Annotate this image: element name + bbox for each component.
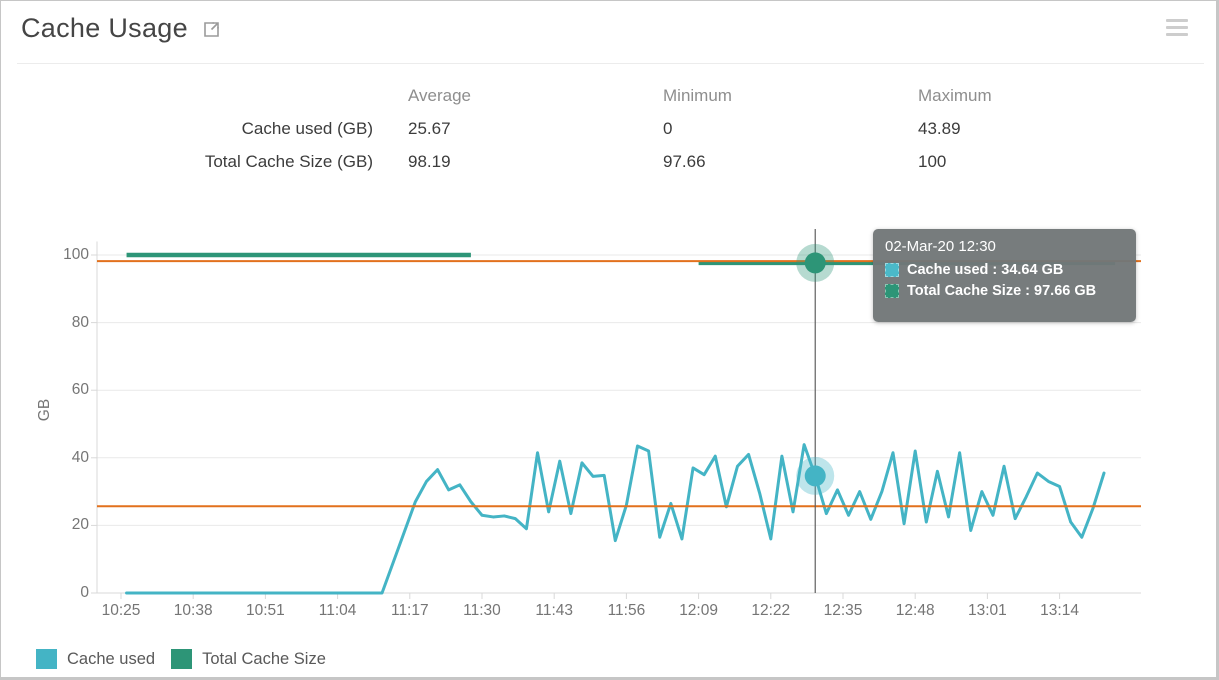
x-axis-tick-label: 12:35: [823, 602, 863, 619]
stats-col-average: Average: [408, 86, 472, 105]
cache-used-swatch-icon: [885, 263, 899, 277]
tooltip-timestamp: 02-Mar-20 12:30: [885, 238, 996, 255]
x-axis-tick-label: 11:17: [390, 602, 429, 619]
y-axis-tick-label: 60: [71, 381, 89, 399]
stats-col-maximum: Maximum: [918, 86, 992, 105]
x-axis-tick-label: 10:38: [173, 602, 213, 619]
stats-value: 25.67: [408, 119, 451, 138]
stats-value: 97.66: [663, 152, 706, 171]
stats-value: 100: [918, 152, 947, 171]
x-axis-tick-label: 13:01: [967, 602, 1007, 619]
y-axis-tick-label: 80: [71, 313, 89, 331]
page-title: Cache Usage: [21, 13, 188, 43]
stats-value: 43.89: [918, 119, 961, 138]
total-cache-size-swatch-icon: [171, 649, 193, 669]
stats-row-label: Total Cache Size (GB): [204, 152, 373, 171]
total-cache-size-swatch-icon: [885, 284, 899, 298]
stats-value: 0: [663, 119, 673, 138]
x-axis-tick-label: 11:30: [463, 602, 501, 619]
legend-item-cache-used[interactable]: Cache used: [36, 649, 155, 669]
x-axis-tick-label: 12:48: [895, 602, 935, 619]
header-divider: [17, 63, 1204, 64]
x-axis-tick-label: 12:22: [751, 602, 791, 619]
hamburger-menu-icon[interactable]: [1166, 19, 1188, 40]
y-axis-title: GB: [36, 398, 53, 422]
tooltip-row-cache-used: Cache used : 34.64 GB: [885, 262, 1124, 278]
x-axis-tick-label: 11:43: [535, 602, 573, 619]
x-axis-tick-label: 11:04: [318, 602, 357, 619]
x-axis-tick-label: 12:09: [679, 602, 718, 619]
y-axis-tick-label: 20: [71, 516, 89, 534]
external-link-icon[interactable]: [202, 20, 221, 44]
stats-value: 98.19: [408, 152, 451, 171]
y-axis-tick-label: 0: [80, 584, 89, 601]
legend-item-total-cache-size[interactable]: Total Cache Size: [171, 649, 326, 669]
tooltip-row-total-cache-size: Total Cache Size : 97.66 GB: [885, 283, 1124, 299]
stats-row-label: Cache used (GB): [241, 119, 373, 138]
x-axis-tick-label: 10:51: [245, 602, 285, 619]
stats-table: Average Minimum Maximum Cache used (GB) …: [171, 86, 1148, 172]
x-axis-tick-label: 11:56: [607, 602, 646, 619]
cache-used-swatch-icon: [36, 649, 57, 669]
chart-tooltip: 02-Mar-20 12:30 Cache used : 34.64 GB To…: [873, 229, 1136, 322]
x-axis-tick-label: 10:25: [101, 602, 141, 619]
y-axis-tick-label: 100: [63, 246, 89, 263]
x-axis-tick-label: 13:14: [1040, 602, 1079, 619]
stats-col-minimum: Minimum: [663, 86, 732, 105]
chart-legend: Cache used Total Cache Size: [36, 649, 326, 669]
y-axis-tick-label: 40: [71, 448, 89, 466]
